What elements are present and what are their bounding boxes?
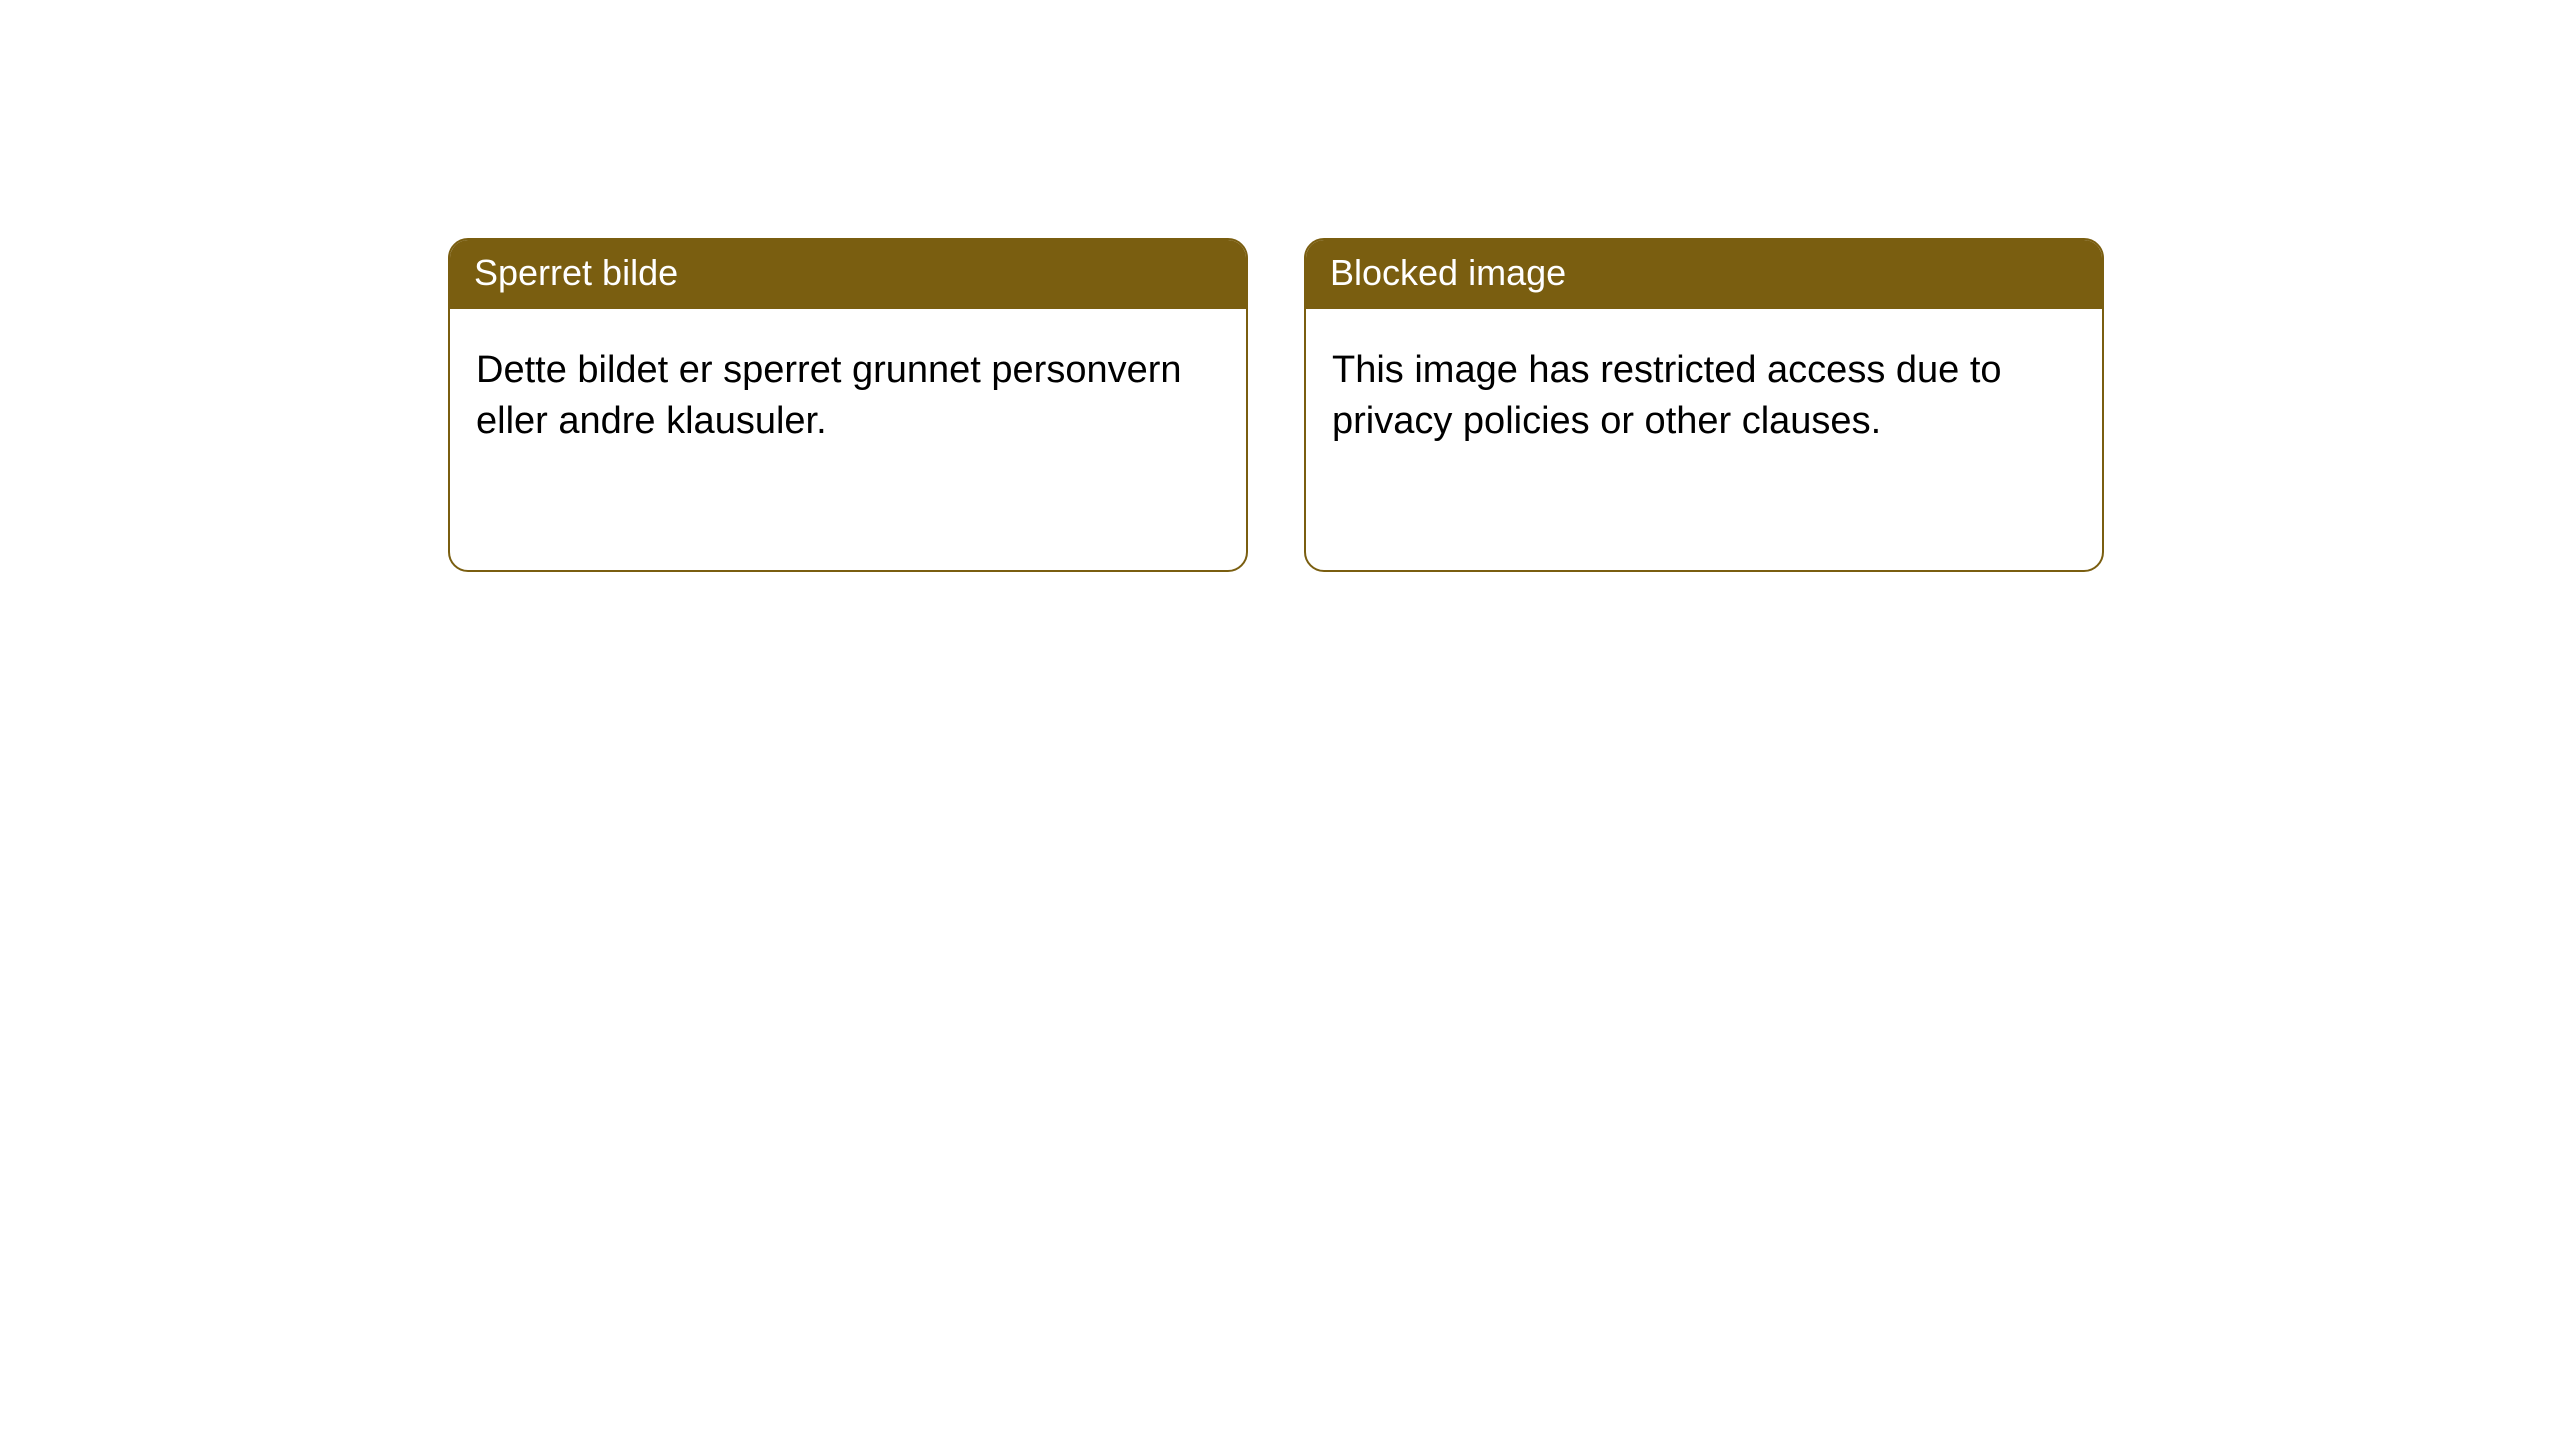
blocked-image-card-en: Blocked image This image has restricted … (1304, 238, 2104, 572)
card-body: Dette bildet er sperret grunnet personve… (450, 309, 1246, 484)
cards-container: Sperret bilde Dette bildet er sperret gr… (0, 0, 2560, 572)
card-header: Blocked image (1306, 240, 2102, 309)
blocked-image-card-no: Sperret bilde Dette bildet er sperret gr… (448, 238, 1248, 572)
card-body-text: This image has restricted access due to … (1332, 349, 2002, 442)
card-title: Blocked image (1330, 252, 1566, 293)
card-body-text: Dette bildet er sperret grunnet personve… (476, 349, 1182, 442)
card-body: This image has restricted access due to … (1306, 309, 2102, 484)
card-header: Sperret bilde (450, 240, 1246, 309)
card-title: Sperret bilde (474, 252, 678, 293)
